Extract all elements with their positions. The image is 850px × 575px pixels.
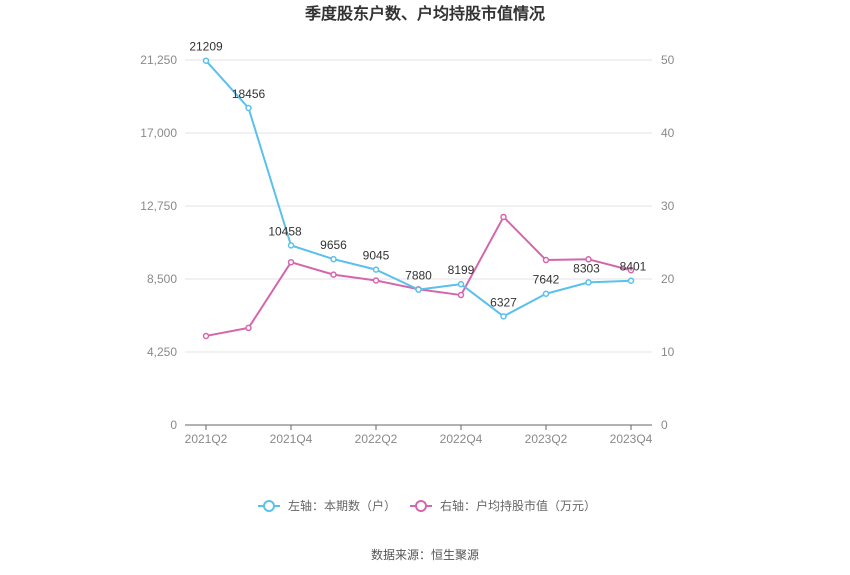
data-point xyxy=(372,266,380,273)
legend-label: 右轴：户均持股市值（万元） xyxy=(440,498,596,513)
x-tick-label: 2021Q2 xyxy=(185,432,228,446)
data-label: 8401 xyxy=(620,260,647,274)
data-label: 21209 xyxy=(189,40,223,54)
legend-marker xyxy=(263,500,275,512)
data-point xyxy=(542,256,550,264)
data-point xyxy=(585,279,592,286)
x-tick-label: 2022Q4 xyxy=(440,432,483,446)
right-tick-label: 0 xyxy=(661,418,668,432)
data-point xyxy=(457,291,465,299)
data-point xyxy=(457,280,465,288)
legend-item-value[interactable]: 右轴：户均持股市值（万元） xyxy=(410,498,596,513)
left-tick-label: 4,250 xyxy=(147,345,177,359)
data-point xyxy=(287,242,295,249)
data-point xyxy=(627,277,635,284)
left-tick-label: 8,500 xyxy=(147,272,177,286)
grid-lines xyxy=(185,59,652,353)
x-tick-label: 2021Q4 xyxy=(270,432,313,446)
left-tick-label: 12,750 xyxy=(140,199,177,213)
data-point xyxy=(245,104,252,112)
chart-title: 季度股东户数、户均持股市值情况 xyxy=(304,4,545,23)
x-tick-label: 2022Q2 xyxy=(355,432,398,446)
left-tick-label: 17,000 xyxy=(140,126,177,140)
data-point xyxy=(500,213,507,221)
legend-item-holders[interactable]: 左轴：本期数（户） xyxy=(258,498,396,513)
left-tick-label: 0 xyxy=(170,418,177,432)
data-point xyxy=(202,332,210,340)
data-point xyxy=(202,57,210,64)
data-label: 8199 xyxy=(448,263,475,277)
right-tick-label: 50 xyxy=(661,53,675,67)
data-point xyxy=(415,286,422,293)
data-label: 9045 xyxy=(363,249,390,263)
x-axis: 2021Q2 2021Q4 2022Q2 2022Q4 2023Q2 2023Q4 xyxy=(185,424,653,446)
data-label: 8303 xyxy=(573,261,600,275)
x-tick-label: 2023Q2 xyxy=(525,432,568,446)
data-label: 6327 xyxy=(490,295,517,309)
legend-label: 左轴：本期数（户） xyxy=(288,498,396,513)
data-point xyxy=(627,266,635,274)
left-axis: 0 4,250 8,500 12,750 17,000 21,250 xyxy=(140,53,177,432)
data-point xyxy=(245,324,252,332)
right-tick-label: 10 xyxy=(661,345,675,359)
series-layer: 21209 18456 10458 9656 9045 7880 8199 6327 7642 8… xyxy=(189,40,647,340)
source-note: 数据来源：恒生聚源 xyxy=(371,547,479,562)
right-tick-label: 20 xyxy=(661,272,675,286)
legend-marker xyxy=(415,500,427,512)
right-tick-label: 30 xyxy=(661,199,675,213)
data-label: 7880 xyxy=(405,269,432,283)
data-point xyxy=(330,255,337,263)
data-point xyxy=(500,313,507,320)
right-tick-label: 40 xyxy=(661,126,675,140)
legend[interactable]: 左轴：本期数（户） 右轴：户均持股市值（万元） xyxy=(258,498,596,513)
series-left-holders: 21209 18456 10458 9656 9045 7880 8199 6327 7642 8… xyxy=(189,40,647,320)
data-label: 7642 xyxy=(533,273,560,287)
data-label: 18456 xyxy=(232,87,266,101)
data-point xyxy=(372,277,380,284)
left-tick-label: 21,250 xyxy=(140,53,177,67)
data-point xyxy=(585,256,592,263)
data-point xyxy=(287,258,295,266)
right-axis: 0 10 20 30 40 50 xyxy=(661,53,675,432)
data-label: 10458 xyxy=(268,224,302,238)
data-point xyxy=(542,290,550,297)
data-label: 9656 xyxy=(320,238,347,252)
x-tick-label: 2023Q4 xyxy=(610,432,653,446)
data-point xyxy=(330,271,337,278)
